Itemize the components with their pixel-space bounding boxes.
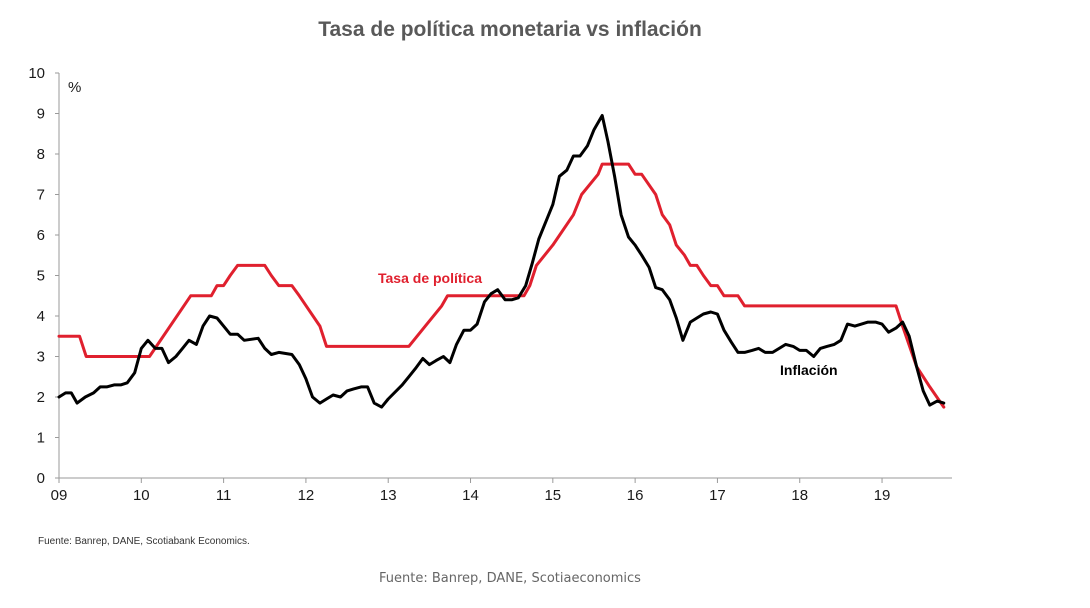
y-tick-label: 8 [37,146,45,163]
y-tick-label: 7 [37,187,45,204]
y-tick-label: 1 [37,430,45,447]
y-tick-label: 4 [37,308,45,325]
y-tick-label: 0 [37,470,45,487]
x-tick-label: 13 [380,487,397,504]
y-tick-label: 3 [37,349,45,366]
y-tick-label: 5 [37,268,45,285]
y-tick-label: 2 [37,389,45,406]
series-line-inflacion [57,114,946,409]
x-tick-label: 17 [709,487,726,504]
y-tick-label: 9 [37,106,45,123]
x-tick-label: 09 [51,487,68,504]
x-tick-label: 14 [462,487,479,504]
y-tick-label: 10 [28,65,45,82]
source-caption: Fuente: Banrep, DANE, Scotiaeconomics [379,571,641,586]
x-tick-label: 11 [216,487,232,504]
x-tick-label: 19 [874,487,891,504]
x-tick-label: 12 [298,487,315,504]
annotation-inflacion: Inflación [780,362,838,378]
x-tick-label: 18 [791,487,808,504]
chart-title: Tasa de política monetaria vs inflación [318,18,702,41]
series-lines [57,114,946,409]
series-line-tasa-de-politica [57,162,946,409]
x-tick-label: 16 [627,487,644,504]
source-note: Fuente: Banrep, DANE, Scotiabank Economi… [38,536,250,547]
x-tick-label: 10 [133,487,150,504]
annotation-tasa-de-politica: Tasa de política [378,270,482,286]
x-tick-label: 15 [544,487,561,504]
y-axis-unit-label: % [68,79,81,96]
y-tick-label: 6 [37,227,45,244]
